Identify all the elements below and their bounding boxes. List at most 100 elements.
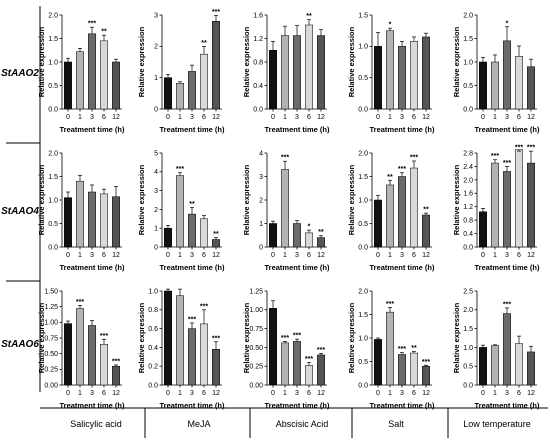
y-axis-title: Relative expression	[452, 164, 461, 235]
x-tick-label: 1	[78, 114, 82, 121]
y-tick-label: 1.2	[463, 204, 473, 211]
y-tick-label: 0	[154, 106, 158, 113]
x-tick-label: 3	[190, 390, 194, 397]
bar	[386, 311, 394, 386]
bar	[503, 171, 511, 248]
y-tick-label: 0.2	[148, 364, 158, 371]
y-tick-label: 2.0	[48, 12, 58, 19]
bar	[88, 191, 96, 248]
figure-frame	[6, 6, 548, 438]
y-axis-title: Relative expression	[37, 26, 46, 97]
y-tick-label: 0.4	[253, 83, 263, 90]
bar	[76, 51, 84, 110]
bar	[305, 232, 313, 248]
significance-label: ***	[317, 347, 325, 354]
y-tick-label: 1.0	[463, 345, 473, 352]
x-tick-label: 12	[527, 390, 535, 397]
bar	[164, 290, 172, 386]
significance-label: ***	[410, 154, 418, 161]
row-label: StAAO6	[1, 339, 39, 350]
x-axis-title: Treatment time (h)	[369, 401, 435, 410]
x-tick-label: 1	[178, 390, 182, 397]
x-tick-label: 3	[295, 114, 299, 121]
significance-label: ***	[112, 358, 120, 365]
bar	[76, 308, 84, 386]
y-tick-label: 0.0	[253, 106, 263, 113]
x-tick-label: 3	[505, 114, 509, 121]
x-tick-label: 0	[66, 252, 70, 259]
column-label: Abscisic Acid	[276, 419, 329, 429]
bar	[281, 342, 289, 386]
significance-label: ***	[281, 335, 289, 342]
x-axis-title: Treatment time (h)	[369, 263, 435, 272]
bar	[200, 53, 208, 110]
bar	[64, 323, 72, 386]
y-tick-label: 2.4	[463, 164, 473, 171]
x-axis-title: Treatment time (h)	[474, 401, 540, 410]
x-tick-label: 1	[78, 390, 82, 397]
significance-label: *	[389, 22, 392, 29]
bar	[176, 175, 184, 248]
x-tick-label: 6	[517, 390, 521, 397]
x-tick-label: 0	[271, 114, 275, 121]
significance-label: ***	[176, 166, 184, 173]
bar	[112, 61, 120, 110]
significance-label: ***	[398, 166, 406, 173]
bar	[491, 345, 499, 386]
bar	[212, 349, 220, 386]
y-tick-label: 0	[259, 244, 263, 251]
bar	[374, 199, 382, 248]
bar	[398, 176, 406, 248]
y-tick-label: 0.0	[463, 106, 473, 113]
bar	[479, 211, 487, 248]
y-axis-title: Relative expression	[137, 302, 146, 373]
x-axis-title: Treatment time (h)	[159, 263, 225, 272]
y-tick-label: 1.5	[48, 174, 58, 181]
y-tick-label: 5	[154, 150, 158, 157]
bar	[305, 365, 313, 386]
bar	[410, 352, 418, 386]
bar	[422, 214, 430, 248]
x-tick-label: 3	[400, 390, 404, 397]
x-tick-label: 1	[78, 252, 82, 259]
y-tick-label: 0.50	[44, 351, 58, 358]
bar	[76, 180, 84, 248]
bar	[281, 169, 289, 248]
bar	[188, 328, 196, 386]
x-tick-label: 12	[317, 390, 325, 397]
y-tick-label: 0.5	[48, 83, 58, 90]
significance-label: ***	[76, 299, 84, 306]
y-axis-title: Relative expression	[347, 26, 356, 97]
y-tick-label: 0.75	[44, 335, 58, 342]
bar	[386, 184, 394, 248]
bar	[293, 223, 301, 248]
x-tick-label: 0	[166, 390, 170, 397]
y-tick-label: 0.6	[148, 326, 158, 333]
x-tick-label: 12	[317, 252, 325, 259]
x-tick-label: 12	[527, 114, 535, 121]
chart-panel: 0.00 0.25 0.50 0.75 1.00 1.25 1.50 Relative exp…	[37, 288, 125, 410]
bar	[88, 33, 96, 110]
y-tick-label: 1.25	[44, 304, 58, 311]
significance-label: ***	[386, 301, 394, 308]
x-tick-label: 1	[493, 252, 497, 259]
bar	[64, 197, 72, 248]
y-tick-label: 1.0	[463, 59, 473, 66]
chart-panel: 0.00 0.25 0.50 0.75 1.00 1.25 Relative express…	[242, 288, 330, 410]
y-tick-label: 0.5	[463, 83, 473, 90]
y-tick-label: 1.0	[358, 44, 368, 51]
row-label: StAAO4	[1, 206, 39, 217]
bar	[491, 162, 499, 248]
column-label: MeJA	[187, 419, 210, 429]
column-labels: Salicylic acid MeJA Abscisic Acid Salt Low t…	[70, 419, 531, 429]
significance-label: **	[423, 207, 429, 214]
significance-label: ***	[491, 153, 499, 160]
bar	[503, 313, 511, 386]
y-tick-label: 1.25	[249, 288, 263, 295]
y-tick-label: 1.2	[253, 36, 263, 43]
